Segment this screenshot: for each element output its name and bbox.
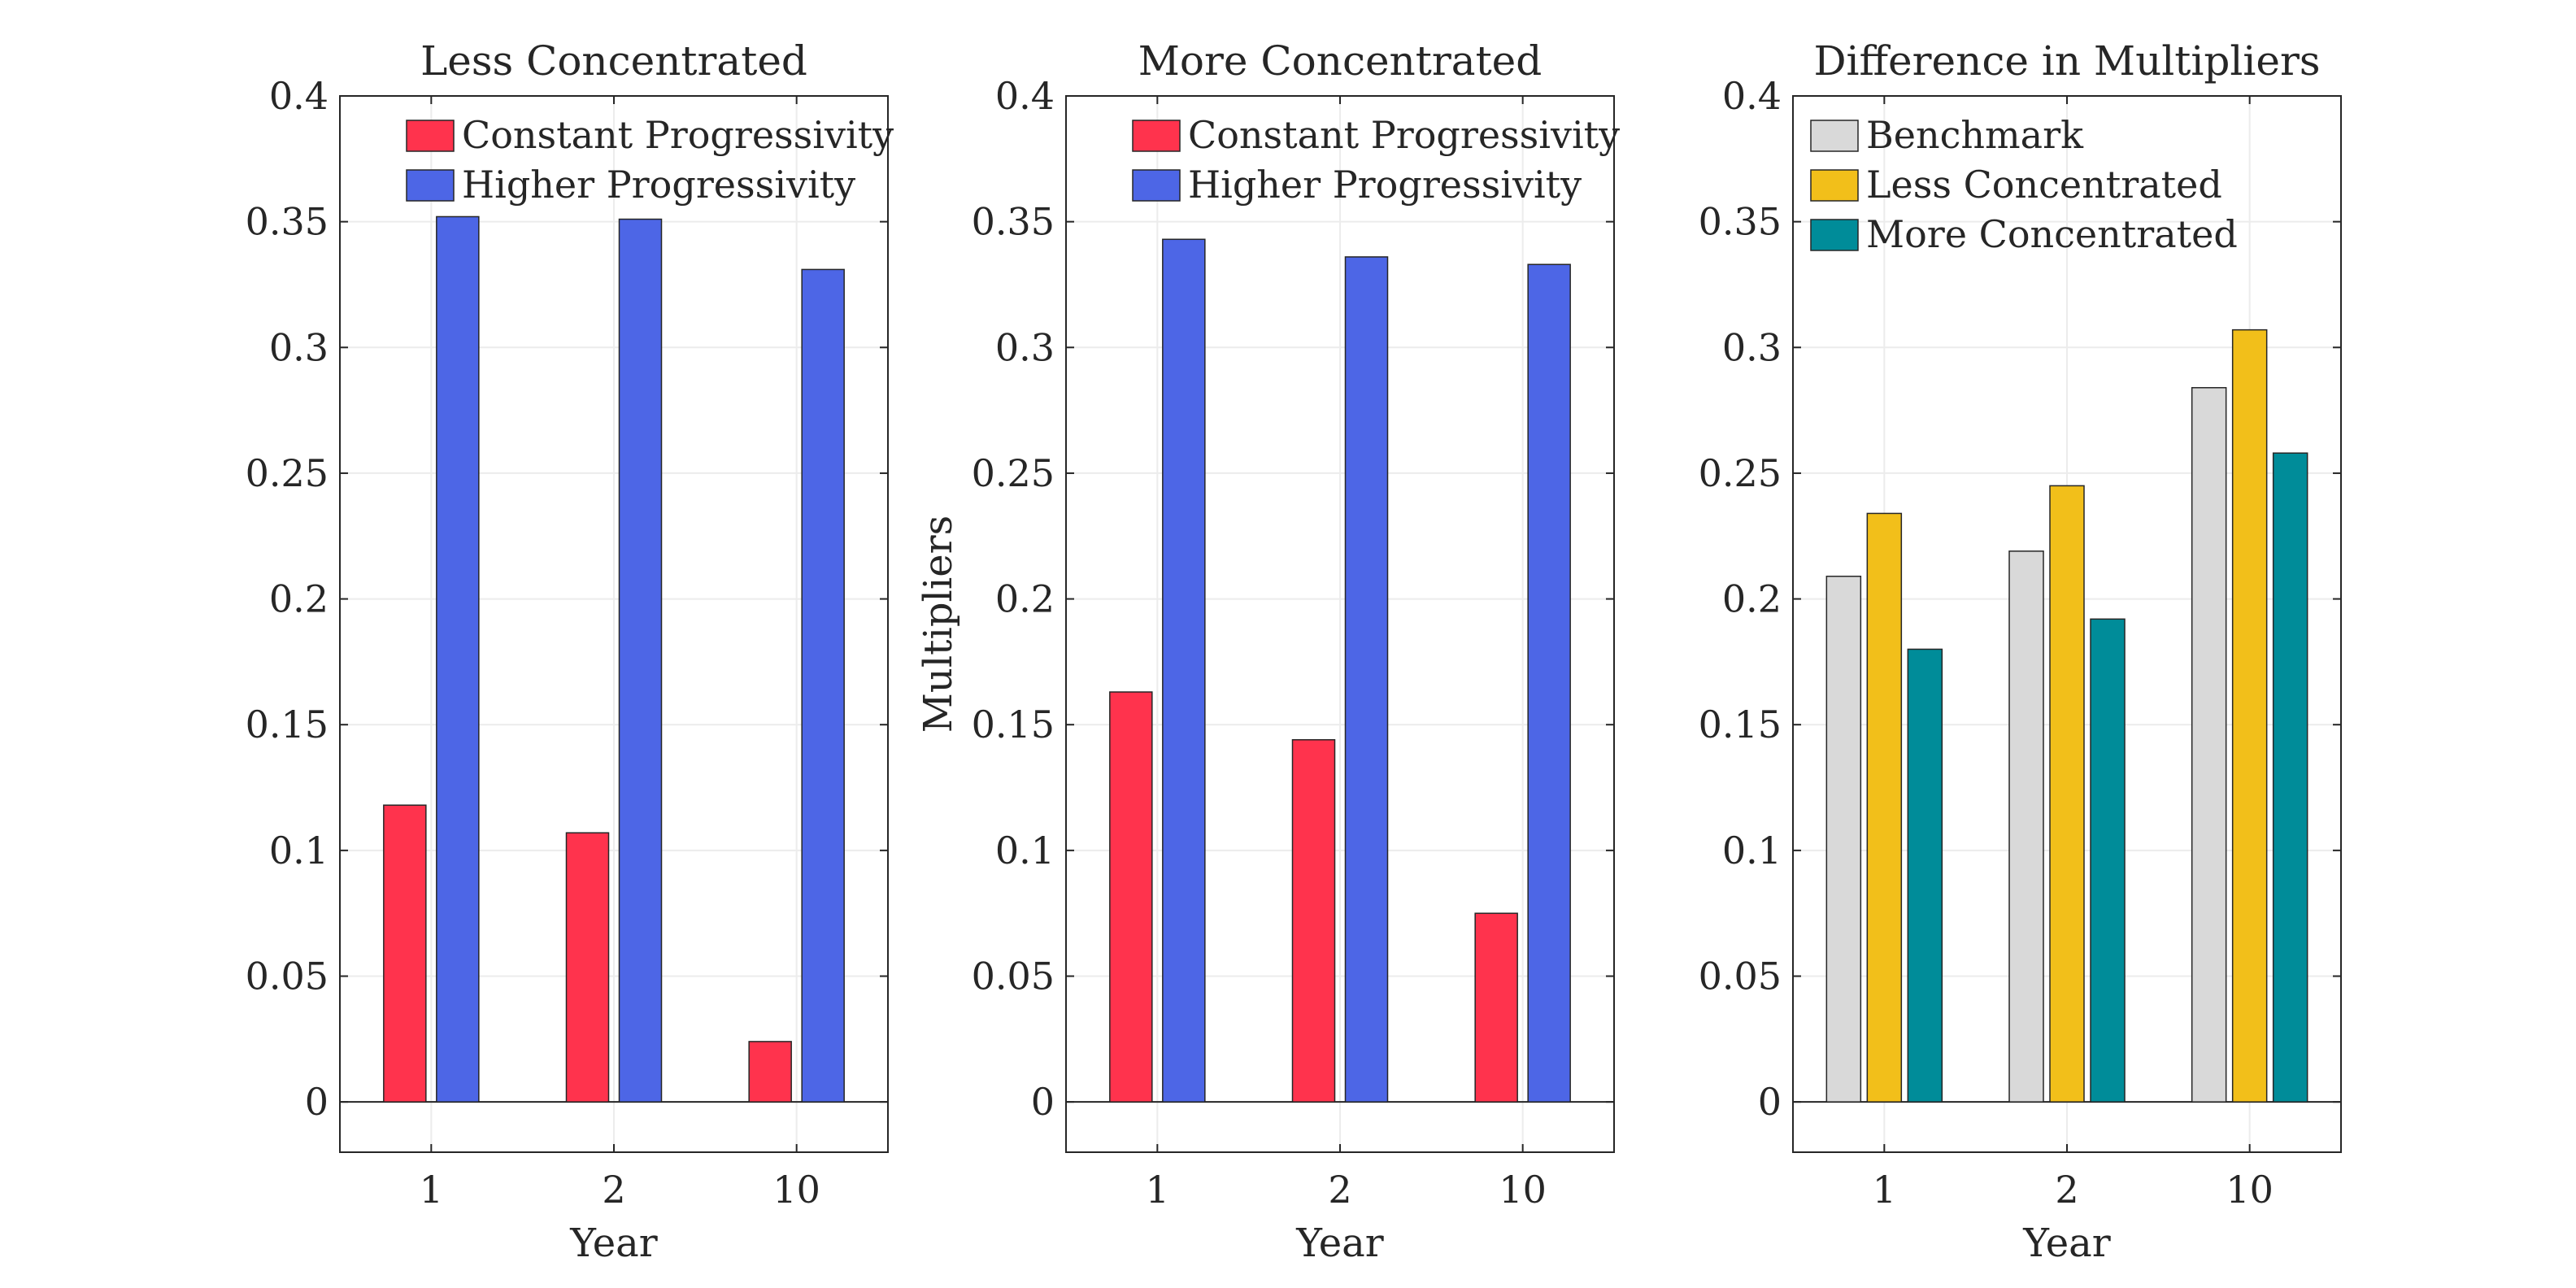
- x-tick-label: 1: [1873, 1168, 1896, 1212]
- bar: [2008, 550, 2044, 1103]
- x-tick-label: 10: [2226, 1168, 2274, 1212]
- chart-panel-3: 0 0.05 0.1 0.15 0.2 0.25 0.3 0.35 0.4 1 2 10 Differe…: [1699, 37, 2342, 1266]
- y-tick-label: 0.4: [995, 74, 1055, 118]
- y-tick-label: 0.15: [246, 703, 329, 746]
- y-tick-label: 0.2: [1722, 577, 1782, 621]
- legend-swatch: [1810, 219, 1859, 251]
- y-tick-label: 0.05: [1699, 955, 1782, 999]
- bar: [1907, 648, 1943, 1103]
- bar: [1109, 691, 1153, 1103]
- bar: [2090, 618, 2126, 1103]
- x-axis-label: Year: [569, 1221, 658, 1266]
- bar: [2231, 329, 2268, 1103]
- bar: [1825, 575, 1862, 1103]
- bar: [2272, 452, 2308, 1103]
- bar: [2049, 485, 2085, 1103]
- bar: [748, 1041, 792, 1103]
- y-tick-label: 0.35: [972, 200, 1055, 244]
- bar: [1344, 256, 1389, 1103]
- legend-swatch: [1132, 169, 1181, 202]
- y-tick-label: 0.15: [972, 703, 1055, 746]
- bar: [436, 215, 480, 1103]
- y-tick-label: 0.25: [972, 451, 1055, 495]
- y-tick-label: 0.3: [1722, 325, 1782, 369]
- bar: [1866, 512, 1903, 1103]
- chart-panel-2: 0 0.05 0.1 0.15 0.2 0.25 0.3 0.35 0.4 1 2 10 More Co…: [916, 37, 1620, 1266]
- y-tick-label: 0.05: [246, 955, 329, 999]
- legend-label: More Concentrated: [1866, 212, 2238, 256]
- y-tick-label: 0: [305, 1080, 329, 1124]
- legend-swatch: [406, 120, 455, 152]
- y-tick-label: 0.1: [1722, 829, 1782, 872]
- y-tick-label: 0.25: [246, 451, 329, 495]
- bar: [1162, 238, 1206, 1103]
- y-tick-label: 0.2: [269, 577, 329, 621]
- y-tick-label: 0.05: [972, 955, 1055, 999]
- x-tick-label: 2: [2055, 1168, 2078, 1212]
- y-tick-label: 0.4: [269, 74, 329, 118]
- y-tick-label: 0.3: [269, 325, 329, 369]
- y-tick-label: 0.15: [1699, 703, 1782, 746]
- bar: [565, 832, 610, 1103]
- x-tick-label: 2: [1328, 1168, 1351, 1212]
- chart-panel-1: 0 0.05 0.1 0.15 0.2 0.25 0.3 0.35 0.4 1 2 10 Less Co…: [246, 37, 894, 1266]
- x-tick-label: 10: [772, 1168, 820, 1212]
- y-tick-label: 0.3: [995, 325, 1055, 369]
- panel-title: Difference in Multipliers: [1813, 37, 2320, 85]
- legend-swatch: [1810, 169, 1859, 202]
- bar: [801, 268, 845, 1103]
- x-tick-label: 2: [602, 1168, 625, 1212]
- y-tick-label: 0.2: [995, 577, 1055, 621]
- bar: [2191, 387, 2227, 1103]
- panel-title: Less Concentrated: [420, 37, 807, 85]
- bar: [383, 804, 427, 1103]
- legend-swatch: [1810, 120, 1859, 152]
- legend-swatch: [1132, 120, 1181, 152]
- x-tick-label: 1: [420, 1168, 443, 1212]
- legend-swatch: [406, 169, 455, 202]
- y-axis-label: Multipliers: [916, 516, 961, 733]
- legend-label: Benchmark: [1866, 113, 2084, 157]
- y-tick-label: 0.1: [269, 829, 329, 872]
- axes-box: [339, 95, 889, 1153]
- x-axis-label: Year: [1295, 1221, 1384, 1266]
- legend-label: Higher Progressivity: [1188, 163, 1582, 207]
- panel-title: More Concentrated: [1138, 37, 1543, 85]
- bar: [1474, 912, 1518, 1103]
- x-tick-label: 10: [1499, 1168, 1547, 1212]
- bar: [618, 218, 663, 1103]
- axes-box: [1792, 95, 2342, 1153]
- y-tick-label: 0: [1031, 1080, 1055, 1124]
- y-tick-label: 0.1: [995, 829, 1055, 872]
- y-tick-label: 0.25: [1699, 451, 1782, 495]
- bar: [1291, 739, 1336, 1103]
- x-tick-label: 1: [1146, 1168, 1169, 1212]
- y-tick-label: 0: [1758, 1080, 1782, 1124]
- y-tick-label: 0.35: [1699, 200, 1782, 244]
- legend-label: Less Concentrated: [1866, 163, 2222, 207]
- y-tick-label: 0.35: [246, 200, 329, 244]
- y-tick-label: 0.4: [1722, 74, 1782, 118]
- legend-label: Constant Progressivity: [1188, 113, 1620, 157]
- legend-label: Constant Progressivity: [462, 113, 894, 157]
- bar: [1527, 263, 1571, 1103]
- legend-label: Higher Progressivity: [462, 163, 855, 207]
- x-axis-label: Year: [2022, 1221, 2111, 1266]
- axes-box: [1065, 95, 1615, 1153]
